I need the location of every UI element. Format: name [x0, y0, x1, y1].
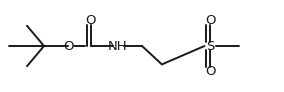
Text: O: O	[205, 65, 215, 78]
Text: O: O	[63, 39, 73, 53]
Text: NH: NH	[108, 39, 128, 53]
Text: O: O	[86, 14, 96, 27]
Text: S: S	[206, 39, 214, 53]
Text: O: O	[205, 14, 215, 27]
